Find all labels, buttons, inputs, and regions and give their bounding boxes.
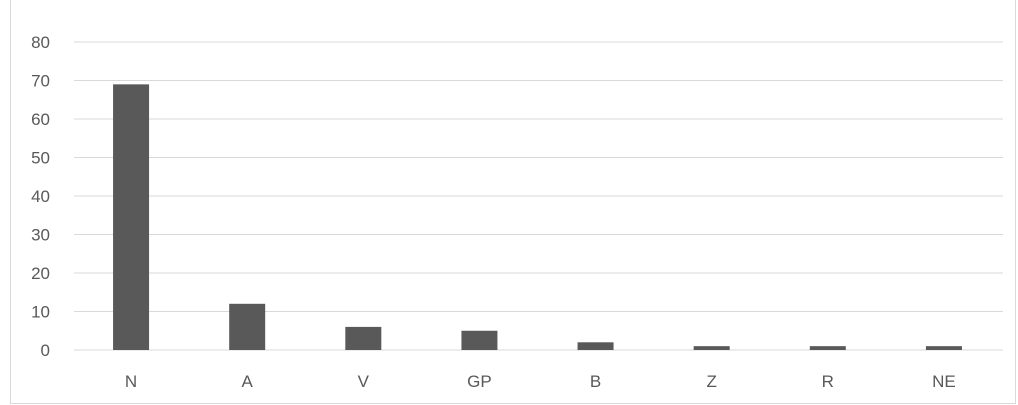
bar-b: [577, 342, 614, 350]
bar-z: [693, 346, 730, 350]
y-tick-label: 80: [31, 33, 50, 52]
y-tick-label: 20: [31, 264, 50, 283]
x-tick-label: N: [125, 372, 137, 391]
y-tick-label: 10: [31, 303, 50, 322]
x-tick-label: V: [358, 372, 370, 391]
bar-v: [345, 326, 382, 350]
y-tick-label: 60: [31, 110, 50, 129]
gridlines: [74, 41, 1003, 351]
y-tick-label: 70: [31, 72, 50, 91]
y-tick-label: 0: [41, 341, 50, 360]
y-axis-tick-labels: 0 10 20 30 40 50 60 70 80: [31, 33, 50, 360]
bar-r: [809, 346, 846, 350]
bar-n: [113, 84, 150, 350]
x-axis-tick-labels: N A V GP B Z R NE: [125, 372, 956, 391]
y-tick-label: 40: [31, 187, 50, 206]
y-tick-label: 30: [31, 226, 50, 245]
bar-a: [229, 303, 266, 350]
x-tick-label: NE: [932, 372, 956, 391]
y-tick-label: 50: [31, 149, 50, 168]
x-tick-label: R: [822, 372, 834, 391]
bars: [113, 84, 962, 350]
x-tick-label: A: [242, 372, 254, 391]
bar-gp: [461, 330, 498, 350]
x-tick-label: B: [590, 372, 601, 391]
x-tick-label: Z: [706, 372, 716, 391]
chart-frame: [10, 0, 1016, 404]
bar-ne: [925, 346, 962, 350]
x-tick-label: GP: [467, 372, 492, 391]
